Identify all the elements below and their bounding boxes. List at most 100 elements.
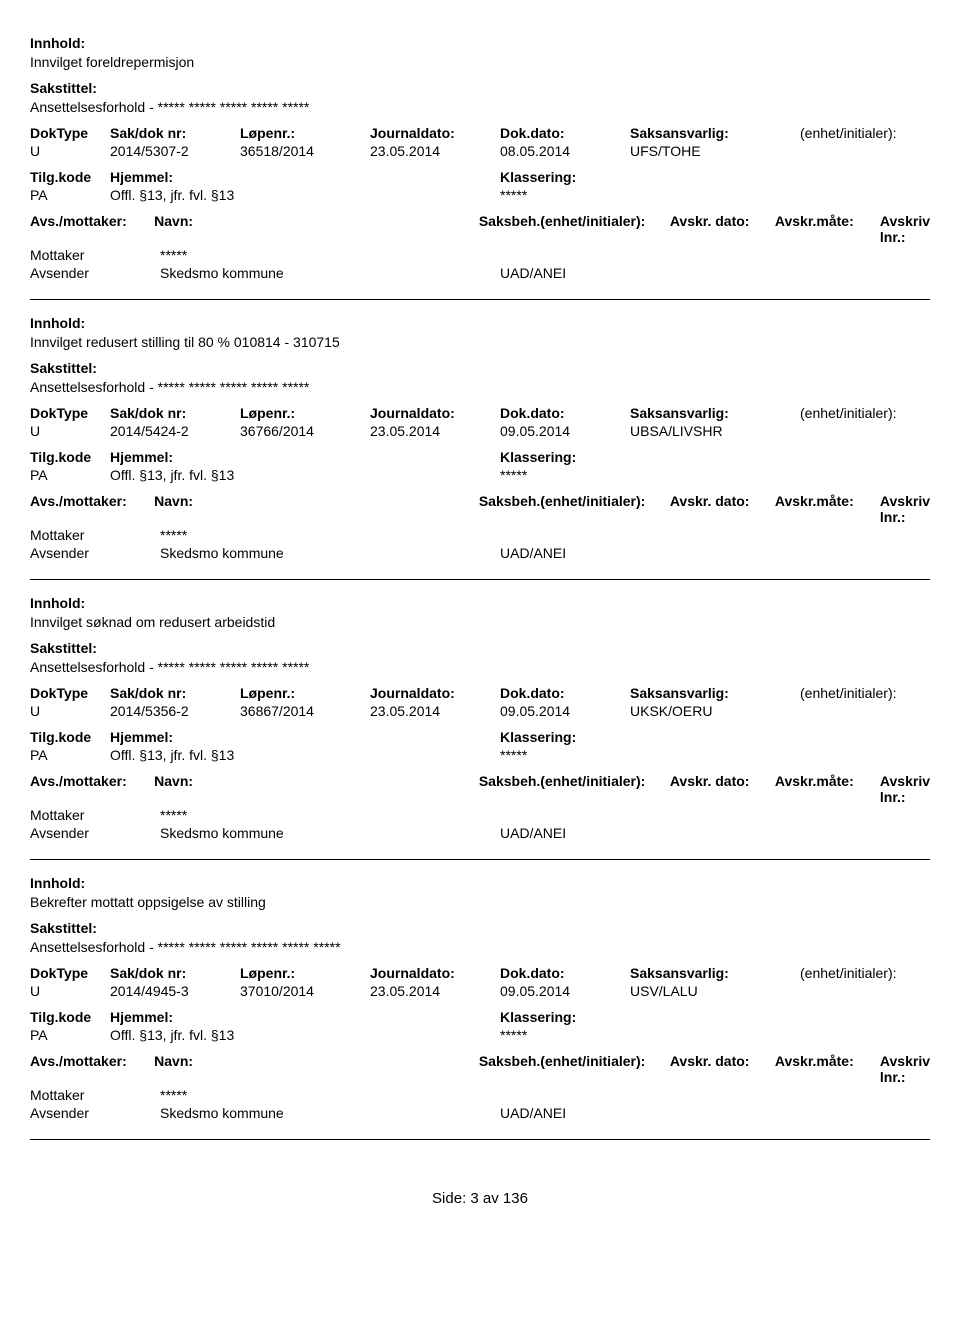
page-footer: Side: 3 av 136 [30,1190,930,1207]
innhold-label: Innhold: [30,595,85,611]
journaldato-value: 23.05.2014 [370,703,500,719]
mottaker-navn: ***** [160,247,500,263]
doktype-value: U [30,983,110,999]
sakstittel-label: Sakstittel: [30,640,97,656]
enhetinit-value [800,703,930,719]
avskrmate-label: Avskr.måte: [775,493,880,525]
klassering-label: Klassering: [500,1009,930,1025]
doktype-label: DokType [30,125,110,141]
journaldato-label: Journaldato: [370,125,500,141]
journaldato-value: 23.05.2014 [370,423,500,439]
dokdato-value: 09.05.2014 [500,423,630,439]
avskrmate-label: Avskr.måte: [775,1053,880,1085]
tilgkode-value: PA [30,467,110,483]
avskrlnr-label: Avskriv lnr.: [880,493,930,525]
tilgkode-label: Tilg.kode [30,1009,110,1025]
sakstittel-label: Sakstittel: [30,80,97,96]
saksansvarlig-value: USV/LALU [630,983,800,999]
innhold-value: Innvilget søknad om redusert arbeidstid [30,614,930,630]
dokdato-label: Dok.dato: [500,685,630,701]
avsender-navn: Skedsmo kommune [160,825,500,841]
innhold-value: Innvilget redusert stilling til 80 % 010… [30,334,930,350]
sakstittel-value: Ansettelsesforhold - ***** ***** ***** *… [30,939,930,955]
avskrdato-label: Avskr. dato: [670,213,775,245]
journaldato-value: 23.05.2014 [370,143,500,159]
mottaker-label: Mottaker [30,247,160,263]
avskrdato-label: Avskr. dato: [670,773,775,805]
hjemmel-value: Offl. §13, jfr. fvl. §13 [110,1027,500,1043]
journaldato-label: Journaldato: [370,685,500,701]
innhold-label: Innhold: [30,35,85,51]
enhetinit-value [800,143,930,159]
avsmottaker-label: Avs./mottaker: [30,213,154,245]
journaldato-value: 23.05.2014 [370,983,500,999]
saksansvarlig-label: Saksansvarlig: [630,685,800,701]
mottaker-navn: ***** [160,1087,500,1103]
doktype-label: DokType [30,405,110,421]
doktype-value: U [30,703,110,719]
sakstittel-value: Ansettelsesforhold - ***** ***** ***** *… [30,379,930,395]
tilgkode-value: PA [30,1027,110,1043]
hjemmel-value: Offl. §13, jfr. fvl. §13 [110,467,500,483]
journal-record: Innhold: Innvilget redusert stilling til… [30,300,930,580]
avsender-navn: Skedsmo kommune [160,545,500,561]
dokdato-value: 09.05.2014 [500,983,630,999]
lopenr-value: 36766/2014 [240,423,370,439]
navn-label: Navn: [154,773,479,805]
mottaker-navn: ***** [160,807,500,823]
hjemmel-label: Hjemmel: [110,1009,500,1025]
innhold-value: Innvilget foreldrepermisjon [30,54,930,70]
enhetinit-label: (enhet/initialer): [800,965,930,981]
dokdato-label: Dok.dato: [500,405,630,421]
saksbeh-label: Saksbeh.(enhet/initialer): [479,493,670,525]
doktype-value: U [30,423,110,439]
innhold-value: Bekrefter mottatt oppsigelse av stilling [30,894,930,910]
hjemmel-label: Hjemmel: [110,449,500,465]
sakdok-value: 2014/5356-2 [110,703,240,719]
saksbeh-label: Saksbeh.(enhet/initialer): [479,1053,670,1085]
avskrdato-label: Avskr. dato: [670,1053,775,1085]
klassering-label: Klassering: [500,449,930,465]
uad-value: UAD/ANEI [500,545,930,561]
tilgkode-label: Tilg.kode [30,169,110,185]
avsender-label: Avsender [30,825,160,841]
hjemmel-label: Hjemmel: [110,729,500,745]
saksansvarlig-value: UBSA/LIVSHR [630,423,800,439]
navn-label: Navn: [154,1053,479,1085]
sakdok-label: Sak/dok nr: [110,405,240,421]
sakdok-label: Sak/dok nr: [110,965,240,981]
uad-value: UAD/ANEI [500,265,930,281]
klassering-label: Klassering: [500,729,930,745]
enhetinit-value [800,983,930,999]
tilgkode-label: Tilg.kode [30,449,110,465]
sakstittel-value: Ansettelsesforhold - ***** ***** ***** *… [30,99,930,115]
mottaker-label: Mottaker [30,1087,160,1103]
lopenr-label: Løpenr.: [240,685,370,701]
avsmottaker-label: Avs./mottaker: [30,1053,154,1085]
avskrlnr-label: Avskriv lnr.: [880,1053,930,1085]
avsender-navn: Skedsmo kommune [160,1105,500,1121]
journal-record: Innhold: Bekrefter mottatt oppsigelse av… [30,860,930,1140]
journaldato-label: Journaldato: [370,405,500,421]
avsmottaker-label: Avs./mottaker: [30,773,154,805]
dokdato-value: 08.05.2014 [500,143,630,159]
saksansvarlig-value: UFS/TOHE [630,143,800,159]
lopenr-value: 36518/2014 [240,143,370,159]
lopenr-label: Løpenr.: [240,125,370,141]
sakstittel-label: Sakstittel: [30,360,97,376]
sakstittel-value: Ansettelsesforhold - ***** ***** ***** *… [30,659,930,675]
doktype-value: U [30,143,110,159]
dokdato-value: 09.05.2014 [500,703,630,719]
mottaker-label: Mottaker [30,807,160,823]
avskrlnr-label: Avskriv lnr.: [880,213,930,245]
enhetinit-value [800,423,930,439]
lopenr-value: 37010/2014 [240,983,370,999]
avsender-label: Avsender [30,265,160,281]
avsmottaker-label: Avs./mottaker: [30,493,154,525]
avskrmate-label: Avskr.måte: [775,213,880,245]
journal-record: Innhold: Innvilget søknad om redusert ar… [30,580,930,860]
journal-record: Innhold: Innvilget foreldrepermisjon Sak… [30,20,930,300]
klassering-value: ***** [500,747,930,763]
klassering-value: ***** [500,1027,930,1043]
doktype-label: DokType [30,965,110,981]
